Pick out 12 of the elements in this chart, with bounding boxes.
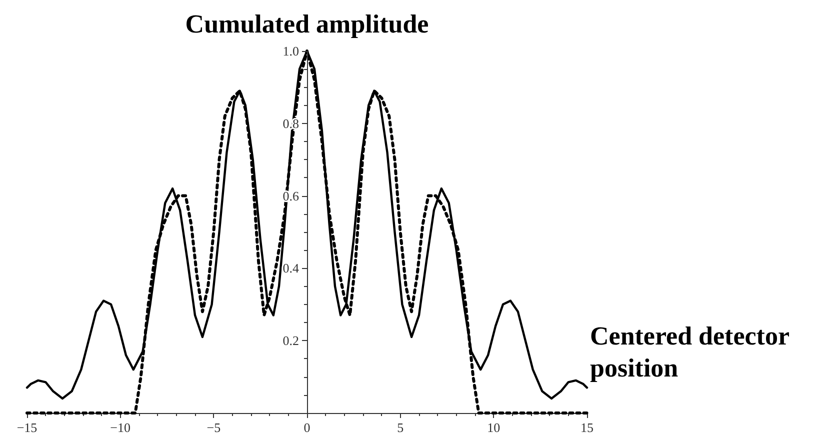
x-tick-label: −5 <box>206 420 221 435</box>
x-tick-label: 5 <box>397 420 404 435</box>
x-tick-label: 10 <box>487 420 500 435</box>
x-axis-title: Centered detector position <box>590 322 796 382</box>
y-axis-title: Cumulated amplitude <box>185 10 429 38</box>
x-tick-label: −10 <box>110 420 131 435</box>
x-tick-label: 0 <box>304 420 310 435</box>
y-tick-label: 1.0 <box>282 44 299 58</box>
x-tick-label: −15 <box>16 420 38 435</box>
x-tick-label: 15 <box>580 420 594 435</box>
y-tick-label: 0.2 <box>282 333 299 348</box>
y-tick-label: 0.4 <box>282 260 300 276</box>
